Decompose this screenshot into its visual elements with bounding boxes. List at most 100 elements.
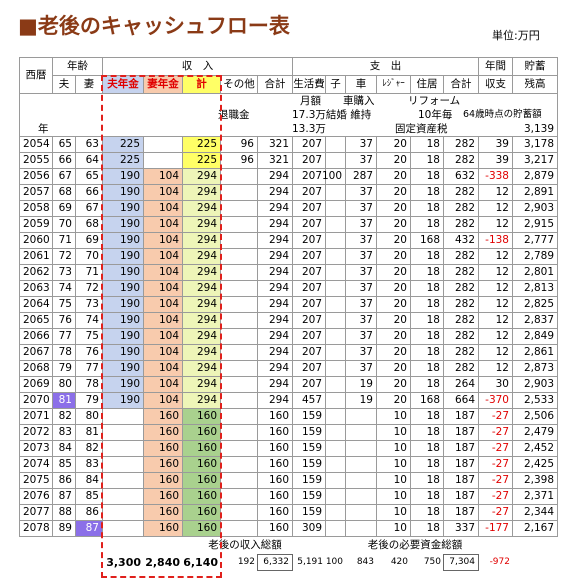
column-header: 収支 (478, 75, 513, 94)
data-cell: 10 (376, 408, 411, 425)
year-cell: 2069 (19, 376, 53, 393)
data-cell: 10 (376, 440, 411, 457)
data-cell (325, 200, 346, 217)
data-cell: 309 (292, 520, 326, 537)
data-cell: 20 (376, 328, 411, 345)
year-cell: 2061 (19, 248, 53, 265)
footer-value: 750 (423, 557, 441, 567)
data-cell (345, 488, 377, 505)
data-cell: -27 (478, 408, 513, 425)
data-cell: 2,837 (512, 312, 558, 329)
data-cell: 18 (410, 472, 444, 489)
unit: 単位:万円 (492, 28, 540, 42)
data-cell: 37 (345, 152, 377, 169)
data-cell: 37 (345, 200, 377, 217)
data-cell: 18 (410, 408, 444, 425)
data-cell (220, 264, 258, 281)
year-cell: 2056 (19, 168, 53, 185)
year-cell: 2071 (19, 408, 53, 425)
data-cell: 63 (75, 136, 103, 153)
data-cell: 187 (443, 408, 479, 425)
data-cell (345, 408, 377, 425)
data-cell: 66 (75, 184, 103, 201)
footer-label: 老後の収入総額 (208, 539, 282, 552)
data-cell: 159 (292, 440, 326, 457)
data-cell (220, 168, 258, 185)
data-cell (325, 312, 346, 329)
data-cell (325, 504, 346, 521)
data-cell: -370 (478, 392, 513, 409)
data-cell: 282 (443, 184, 479, 201)
data-cell (325, 360, 346, 377)
data-cell (220, 216, 258, 233)
data-cell: 282 (443, 312, 479, 329)
data-cell: 86 (52, 472, 76, 489)
data-cell: 207 (292, 200, 326, 217)
year-cell: 2067 (19, 344, 53, 361)
data-cell: 81 (52, 392, 76, 409)
data-cell: 294 (257, 264, 293, 281)
data-cell: -27 (478, 440, 513, 457)
data-cell: 294 (257, 344, 293, 361)
data-cell: 39 (478, 152, 513, 169)
column-header: 合計 (257, 75, 293, 94)
footer-value: 420 (390, 557, 408, 567)
data-cell: -27 (478, 504, 513, 521)
data-cell: 2,167 (512, 520, 558, 537)
data-cell: 160 (257, 408, 293, 425)
data-cell (220, 440, 258, 457)
data-cell: 10 (376, 424, 411, 441)
data-cell: 20 (376, 280, 411, 297)
data-cell: 18 (410, 200, 444, 217)
data-cell: 160 (257, 424, 293, 441)
note: 月額 (300, 94, 321, 107)
data-cell (345, 424, 377, 441)
data-cell: 10 (376, 472, 411, 489)
data-cell: 76 (75, 344, 103, 361)
data-cell: 294 (257, 312, 293, 329)
data-cell: 294 (257, 392, 293, 409)
data-cell: 78 (52, 344, 76, 361)
footer-value: 6,140 (183, 556, 218, 569)
data-cell: 12 (478, 184, 513, 201)
data-cell (220, 328, 258, 345)
data-cell: 294 (257, 184, 293, 201)
data-cell: 18 (410, 328, 444, 345)
footer-value: -972 (489, 557, 510, 567)
data-cell: 20 (376, 264, 411, 281)
data-cell: 207 (292, 136, 326, 153)
data-cell: 18 (410, 168, 444, 185)
data-cell (220, 376, 258, 393)
data-cell: 2,879 (512, 168, 558, 185)
data-cell (325, 296, 346, 313)
data-cell: 88 (52, 504, 76, 521)
data-cell (345, 472, 377, 489)
data-cell: 2,861 (512, 344, 558, 361)
data-cell: 20 (376, 152, 411, 169)
data-cell: 85 (52, 456, 76, 473)
data-cell: 18 (410, 184, 444, 201)
data-cell: 187 (443, 456, 479, 473)
column-header: 車 (345, 75, 377, 94)
data-cell: 282 (443, 152, 479, 169)
column-header: 生活費 (292, 75, 326, 94)
data-cell: 37 (345, 184, 377, 201)
data-cell: 294 (257, 296, 293, 313)
data-cell (220, 504, 258, 521)
data-cell: 2,873 (512, 360, 558, 377)
data-cell (325, 248, 346, 265)
footer-value: 843 (356, 557, 374, 567)
data-cell (220, 488, 258, 505)
data-cell: 664 (443, 392, 479, 409)
data-cell: 78 (75, 376, 103, 393)
data-cell: -177 (478, 520, 513, 537)
data-cell: 71 (75, 264, 103, 281)
header-cell: 年間 (478, 57, 513, 76)
data-cell: 282 (443, 216, 479, 233)
data-cell: 10 (376, 520, 411, 537)
data-cell: 160 (257, 456, 293, 473)
data-cell: 18 (410, 440, 444, 457)
data-cell (325, 408, 346, 425)
data-cell: 65 (75, 168, 103, 185)
data-cell: 160 (257, 440, 293, 457)
